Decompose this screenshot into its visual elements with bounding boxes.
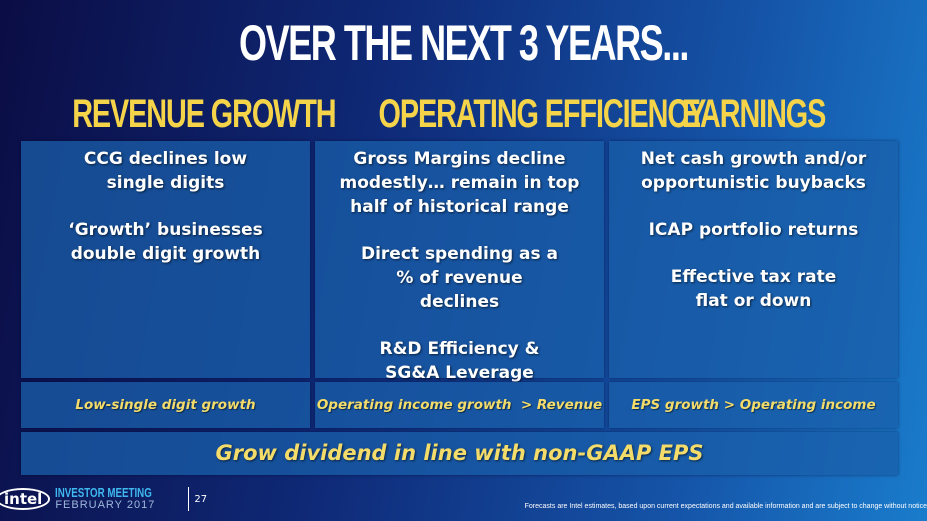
header-revenue-growth: REVENUE GROWTH	[72, 92, 336, 136]
operating-efficiency-box: Gross Margins decline modestly… remain i…	[315, 141, 604, 383]
page-number: 27	[194, 493, 208, 505]
intel-logo: intel	[0, 488, 51, 510]
slide-title: OVER THE NEXT 3 YEARS...	[239, 15, 689, 71]
point: Gross Margins decline modestly… remain i…	[339, 149, 580, 217]
summary-revenue: Low-single digit growth	[21, 382, 310, 428]
point: ‘Growth’ businesses double digit growth	[68, 220, 263, 264]
event-name: INVESTOR MEETING	[55, 485, 153, 500]
summary-earnings: EPS growth > Operating income	[609, 382, 898, 428]
divider	[188, 487, 190, 511]
footer: intel INVESTOR MEETING FEBRUARY 2017 27	[0, 484, 207, 514]
event-date: FEBRUARY 2017	[55, 499, 156, 511]
header-earnings: EARNINGS	[681, 92, 826, 136]
point: Net cash growth and/or opportunistic buy…	[640, 149, 867, 193]
point: Direct spending as a % of revenue declin…	[360, 244, 559, 312]
point: Effective tax rate flat or down	[670, 267, 837, 311]
point: ICAP portfolio returns	[648, 220, 859, 240]
header-operating-efficiency: OPERATING EFFICIENCY	[378, 92, 707, 136]
earnings-box: Net cash growth and/or opportunistic buy…	[609, 141, 898, 378]
event-label: INVESTOR MEETING FEBRUARY 2017	[55, 485, 184, 511]
revenue-growth-box: CCG declines low single digits ‘Growth’ …	[21, 141, 310, 378]
dividend-banner: Grow dividend in line with non-GAAP EPS	[21, 432, 898, 475]
disclaimer: Forecasts are Intel estimates, based upo…	[524, 503, 927, 510]
summary-operating: Operating income growth > Revenue	[315, 382, 604, 428]
point: CCG declines low single digits	[83, 149, 248, 193]
point: R&D Efficiency & SG&A Leverage	[379, 339, 540, 383]
